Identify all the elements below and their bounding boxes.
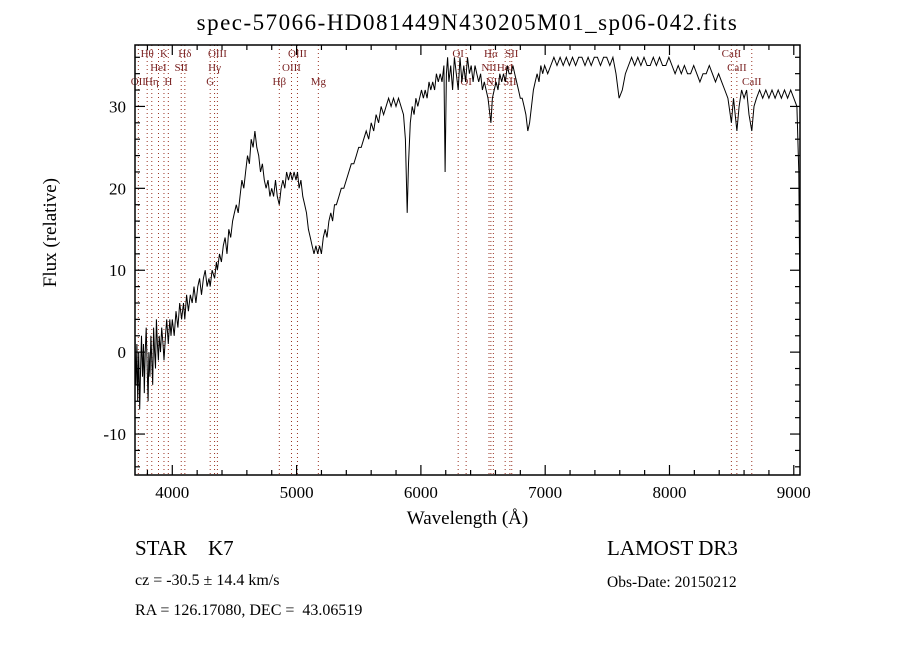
svg-text:Hθ: Hθ	[141, 48, 154, 60]
object-class: STAR K7	[135, 536, 234, 560]
svg-text:OI: OI	[460, 76, 472, 88]
survey-release: LAMOST DR3	[607, 536, 738, 560]
svg-text:Hδ: Hδ	[178, 48, 191, 60]
y-axis-label: Flux (relative)	[40, 178, 61, 288]
svg-text:OI: OI	[452, 48, 464, 60]
svg-text:OIII: OIII	[288, 48, 307, 60]
svg-text:SII: SII	[503, 76, 517, 88]
svg-text:NII: NII	[486, 76, 502, 88]
svg-text:30: 30	[109, 97, 126, 116]
radial-velocity: cz = -30.5 ± 14.4 km/s	[135, 572, 280, 589]
svg-text:OIII: OIII	[208, 48, 227, 60]
axis-ticks	[135, 45, 800, 475]
svg-text:SII: SII	[505, 48, 519, 60]
plot-title: spec-57066-HD081449N430205M01_sp06-042.f…	[196, 10, 739, 35]
svg-text:4000: 4000	[155, 483, 189, 502]
spectral-line-markers: OIIHθHηHeIKHSIIHδGHγOIIIHβOIIIOIIIMgOIOI…	[131, 45, 762, 475]
coordinates: RA = 126.17080, DEC = 43.06519	[135, 602, 363, 619]
spectrum-line	[135, 55, 800, 410]
x-axis-label: Wavelength (Å)	[406, 508, 529, 529]
svg-text:0: 0	[118, 343, 127, 362]
svg-text:-10: -10	[103, 425, 126, 444]
svg-text:9000: 9000	[777, 483, 811, 502]
svg-text:Hη: Hη	[145, 76, 159, 88]
svg-text:10: 10	[109, 261, 126, 280]
svg-text:Mg: Mg	[311, 76, 327, 88]
svg-text:6000: 6000	[404, 483, 438, 502]
svg-text:20: 20	[109, 179, 126, 198]
svg-text:OIII: OIII	[282, 62, 301, 74]
obs-date: Obs-Date: 20150212	[607, 574, 737, 591]
svg-text:5000: 5000	[280, 483, 314, 502]
svg-text:7000: 7000	[528, 483, 562, 502]
svg-text:CaII: CaII	[727, 62, 747, 74]
svg-text:CaII: CaII	[742, 76, 762, 88]
svg-text:CaII: CaII	[722, 48, 742, 60]
svg-text:G: G	[206, 76, 214, 88]
svg-text:8000: 8000	[652, 483, 686, 502]
tick-labels: 4000 5000 6000 7000 8000 9000 -10 0 10 20 30	[103, 97, 810, 502]
svg-text:H: H	[164, 76, 172, 88]
axis-frame	[134, 44, 801, 476]
svg-text:SII: SII	[175, 62, 189, 74]
svg-text:K: K	[160, 48, 168, 60]
svg-text:Hα: Hα	[484, 48, 498, 60]
svg-text:HeI: HeI	[150, 62, 167, 74]
svg-text:NII: NII	[481, 62, 497, 74]
svg-text:Hβ: Hβ	[273, 76, 287, 88]
svg-text:Hγ: Hγ	[208, 62, 221, 74]
